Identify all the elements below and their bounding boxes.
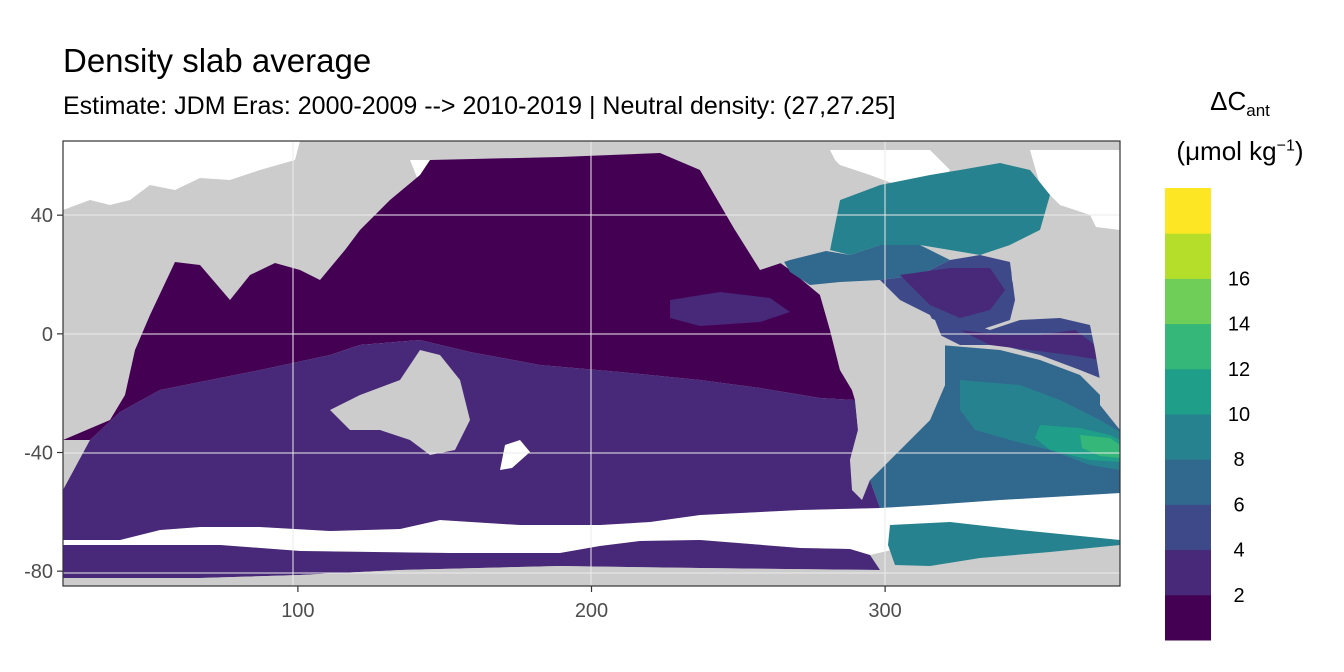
- ocean-pacific-indian-low: [63, 153, 855, 440]
- gridlines: [63, 141, 1120, 586]
- map-subtitle: Estimate: JDM Eras: 2000-2009 --> 2010-2…: [63, 92, 896, 120]
- legend-swatch: [1165, 233, 1211, 279]
- x-tick-label: 300: [868, 600, 901, 622]
- ocean-southern-2-4: [63, 340, 880, 540]
- legend-tick-label: 6: [1233, 494, 1244, 516]
- ocean-atlantic-south-max: [1080, 435, 1120, 458]
- legend-tick-label: 2: [1233, 585, 1244, 607]
- y-tick-label: 0: [42, 324, 53, 346]
- missing-data-band-south: [63, 493, 1120, 555]
- legend-swatch: [1165, 594, 1211, 641]
- x-tick-label: 100: [281, 600, 314, 622]
- y-axis: 40 0 -40 -80: [24, 205, 63, 583]
- ocean-atlantic-subtropical-core: [900, 268, 1005, 318]
- legend-tick-label: 12: [1228, 359, 1250, 381]
- ocean-southern-2-4-lower: [63, 540, 880, 578]
- legend-swatch: [1165, 414, 1211, 460]
- land-australia: [330, 350, 470, 455]
- legend-swatch: [1165, 504, 1211, 551]
- legend-swatch: [1165, 278, 1211, 325]
- legend-swatch: [1165, 188, 1211, 234]
- land-africa: [1010, 225, 1120, 430]
- legend-ticks: 2 4 6 8 10 12 14 16: [1228, 268, 1250, 606]
- map-title: Density slab average: [63, 42, 372, 79]
- legend-colorbar: [1165, 188, 1211, 641]
- ocean-pacific-patch: [670, 292, 790, 326]
- y-tick-label: -40: [24, 443, 53, 465]
- legend-tick-label: 16: [1228, 268, 1250, 290]
- missing-data-north-1: [63, 141, 300, 210]
- legend-tick-label: 14: [1228, 314, 1250, 336]
- land-south-america: [820, 290, 945, 500]
- legend-swatch: [1165, 323, 1211, 370]
- legend-title-line2: (μmol kg−1): [1176, 136, 1304, 166]
- ocean-atlantic-equatorial-core: [960, 330, 1100, 360]
- legend-swatch: [1165, 459, 1211, 505]
- legend-swatch: [1165, 368, 1211, 415]
- legend-tick-label: 4: [1233, 540, 1244, 562]
- y-tick-label: -80: [24, 561, 53, 583]
- legend-tick-label: 10: [1228, 404, 1250, 426]
- legend-swatch: [1165, 549, 1211, 596]
- y-tick-label: 40: [31, 205, 53, 227]
- land-new-zealand: [500, 440, 530, 470]
- x-tick-label: 200: [575, 600, 608, 622]
- land-north-america: [700, 150, 880, 270]
- ocean-atlantic-deep-south: [888, 522, 1120, 566]
- missing-data-north-4: [1030, 150, 1120, 240]
- x-axis: 100 200 300: [281, 586, 902, 622]
- legend-tick-label: 8: [1233, 449, 1244, 471]
- legend-title-line1: ΔCant: [1210, 86, 1270, 121]
